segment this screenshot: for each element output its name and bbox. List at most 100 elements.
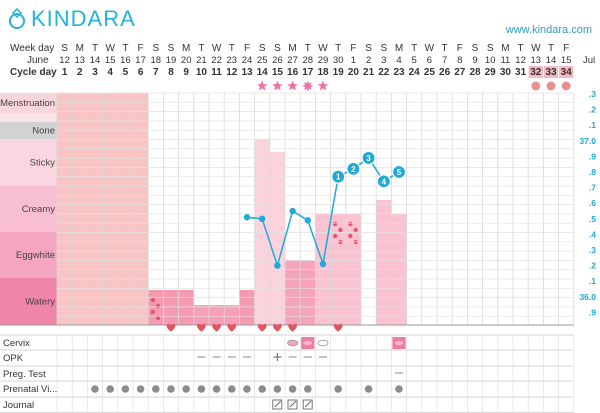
menstruation-cell[interactable]: [117, 93, 133, 325]
weekday-cell: T: [411, 43, 417, 54]
prenatal-dot[interactable]: [258, 385, 267, 393]
category-label-creamy: Creamy: [22, 204, 56, 215]
temp-scale-label: .9: [589, 151, 596, 161]
diamond-ring-icon: [9, 8, 25, 29]
category-band-none: [0, 122, 57, 139]
prenatal-dot[interactable]: [243, 385, 251, 393]
site-url-link[interactable]: www.kindara.com: [505, 24, 592, 36]
prenatal-dot[interactable]: [228, 385, 236, 393]
cervix-mark[interactable]: [287, 339, 299, 347]
weekday-cell: S: [365, 43, 372, 54]
cervical-fluid-bar[interactable]: [209, 305, 225, 325]
kindara-logo[interactable]: KINDARA: [6, 6, 136, 32]
cycle-day-cell: 32: [530, 67, 542, 78]
heart-icon[interactable]: [197, 323, 206, 332]
date-cell: 13: [75, 55, 86, 66]
cervical-fluid-bar[interactable]: [254, 139, 270, 325]
cervical-fluid-bar[interactable]: [239, 290, 255, 325]
temperature-point[interactable]: [376, 174, 391, 189]
menstruation-cell[interactable]: [72, 93, 88, 325]
prenatal-dot[interactable]: [121, 385, 130, 393]
prenatal-dot[interactable]: [106, 385, 114, 393]
prenatal-dot[interactable]: [152, 385, 160, 393]
prenatal-dot[interactable]: [364, 385, 373, 393]
heart-icon[interactable]: [166, 323, 176, 332]
temp-scale-label: .9: [589, 307, 596, 317]
cycle-day-cell: 27: [454, 67, 466, 78]
heart-icon[interactable]: [273, 323, 282, 332]
cycle-day-cell: 29: [485, 67, 497, 78]
prenatal-dot[interactable]: [167, 385, 175, 393]
prenatal-dot[interactable]: [212, 385, 221, 393]
prenatal-dot[interactable]: [304, 385, 312, 393]
heart-icon[interactable]: [288, 323, 297, 332]
temperature-point[interactable]: [319, 260, 327, 268]
cervical-fluid-bar[interactable]: [163, 290, 179, 325]
menstruation-cell[interactable]: [57, 93, 73, 325]
prenatal-dot[interactable]: [334, 385, 343, 393]
weekday-cell: T: [198, 43, 204, 54]
heart-icon[interactable]: [227, 323, 237, 332]
category-band-creamy: [0, 186, 57, 232]
weekday-cell: S: [380, 43, 387, 54]
cycle-day-cell: 1: [62, 67, 68, 78]
date-cell: 2: [366, 55, 371, 66]
temperature-point[interactable]: [274, 262, 281, 269]
temperature-point[interactable]: [391, 164, 407, 180]
weekday-cell: W: [105, 43, 115, 54]
cervical-fluid-bar[interactable]: [269, 152, 285, 325]
row-label-prenatal: Prenatal Vi...: [3, 384, 57, 395]
cervical-fluid-bar[interactable]: [178, 290, 194, 325]
cycle-day-cell: 7: [153, 67, 159, 78]
prenatal-dot[interactable]: [273, 385, 282, 393]
cervical-fluid-bar[interactable]: [285, 260, 301, 325]
category-label-menstruation: Menstruation: [0, 98, 55, 109]
date-cell: 9: [472, 55, 477, 66]
temperature-point[interactable]: [361, 150, 376, 166]
temp-scale-label: .8: [589, 167, 596, 177]
temperature-point[interactable]: [331, 169, 346, 184]
cervical-fluid-bar[interactable]: [300, 260, 316, 325]
temp-scale-label: .5: [589, 214, 596, 224]
date-cell: 15: [561, 55, 572, 66]
date-cell: 6: [427, 55, 432, 66]
prenatal-dot[interactable]: [136, 385, 145, 393]
menstruation-cell[interactable]: [87, 93, 103, 325]
ovulation-star-icon: [272, 80, 283, 91]
temperature-point[interactable]: [289, 207, 296, 215]
cycle-day-cell: 23: [393, 67, 405, 78]
temperature-point[interactable]: [346, 161, 361, 176]
cycle-day-cell: 4: [107, 67, 113, 78]
prenatal-dot[interactable]: [197, 385, 206, 393]
cervical-fluid-bar[interactable]: [193, 305, 209, 325]
menstruation-cell[interactable]: [133, 93, 149, 325]
cervical-fluid-bar[interactable]: [148, 290, 164, 325]
heart-icon[interactable]: [257, 323, 267, 332]
heart-icon[interactable]: [212, 323, 221, 332]
prenatal-dot[interactable]: [288, 385, 297, 393]
weekday-cell: T: [305, 43, 311, 54]
prenatal-dot[interactable]: [91, 385, 99, 393]
temperature-point[interactable]: [259, 215, 266, 222]
heart-icon[interactable]: [333, 323, 343, 332]
date-cell: 11: [500, 55, 510, 66]
category-band-sticky: [0, 139, 57, 186]
journal-pencil-icon: [304, 400, 312, 408]
prenatal-dot[interactable]: [395, 385, 403, 393]
header: KINDARA www.kindara.com: [0, 0, 600, 42]
temp-scale-label: 36.0: [579, 292, 596, 302]
fluid-dot: [155, 315, 161, 321]
cycle-day-cell: 26: [439, 67, 451, 78]
date-cell: 12: [515, 55, 526, 66]
cervix-mark-inner: [303, 340, 313, 346]
temperature-point[interactable]: [243, 214, 251, 221]
cervical-fluid-bar[interactable]: [376, 200, 392, 325]
prenatal-dot[interactable]: [182, 385, 190, 393]
weekday-cell: W: [212, 43, 222, 54]
cervix-mark[interactable]: [317, 339, 329, 347]
menstruation-cell[interactable]: [102, 93, 118, 325]
cervical-fluid-bar[interactable]: [224, 305, 240, 325]
ovulation-star-icon: [287, 80, 298, 91]
fluid-dot: [348, 221, 353, 227]
temperature-point[interactable]: [304, 217, 311, 224]
